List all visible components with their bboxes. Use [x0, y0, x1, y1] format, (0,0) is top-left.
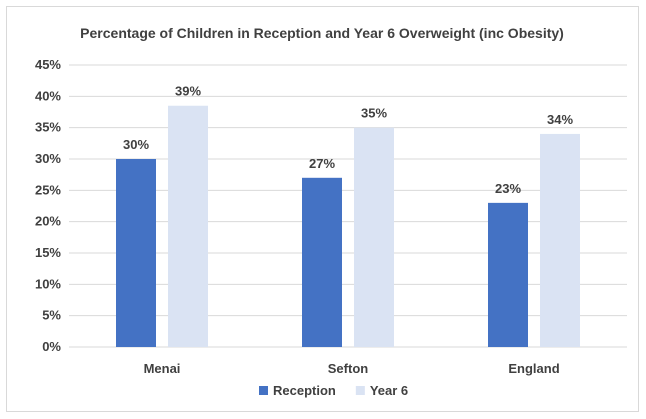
- bar-reception-sefton: [302, 177, 342, 347]
- legend-swatch: [355, 386, 365, 395]
- bar-reception-england: [488, 202, 528, 347]
- x-category-label: Menai: [144, 361, 181, 376]
- data-label: 27%: [309, 156, 335, 171]
- data-label: 30%: [123, 137, 149, 152]
- y-tick-label: 0%: [42, 339, 61, 354]
- data-label: 35%: [361, 106, 387, 121]
- y-tick-label: 35%: [35, 120, 61, 135]
- chart-title: Percentage of Children in Reception and …: [80, 25, 564, 41]
- y-tick-label: 30%: [35, 151, 61, 166]
- bars: [116, 105, 580, 348]
- data-labels: 30% 39% 27% 35% 23% 34%: [123, 84, 573, 196]
- y-tick-label: 45%: [35, 57, 61, 72]
- y-tick-label: 10%: [35, 276, 61, 291]
- bar-year-6-sefton: [354, 127, 394, 348]
- x-category-label: Sefton: [328, 361, 369, 376]
- y-tick-label: 25%: [35, 182, 61, 197]
- data-label: 39%: [175, 84, 201, 99]
- legend-swatch: [259, 386, 268, 395]
- legend-label: Reception: [273, 383, 336, 398]
- legend: Reception Year 6: [259, 383, 408, 398]
- y-tick-label: 5%: [42, 308, 61, 323]
- y-tick-label: 40%: [35, 88, 61, 103]
- y-tick-label: 20%: [35, 214, 61, 229]
- x-category-label: England: [508, 361, 559, 376]
- data-label: 23%: [495, 181, 521, 196]
- y-tick-label: 15%: [35, 245, 61, 260]
- bar-reception-menai: [116, 159, 156, 347]
- bar-year-6-menai: [168, 105, 208, 347]
- x-axis-categories: Menai Sefton England: [144, 361, 560, 376]
- gridlines: [69, 64, 627, 348]
- y-axis-ticks: 0% 5% 10% 15% 20% 25% 30% 35% 40% 45%: [35, 57, 61, 354]
- data-label: 34%: [547, 112, 573, 127]
- bar-year-6-england: [540, 133, 580, 347]
- chart-frame: Percentage of Children in Reception and …: [6, 6, 639, 412]
- bar-chart: Percentage of Children in Reception and …: [35, 25, 627, 398]
- legend-label: Year 6: [370, 383, 408, 398]
